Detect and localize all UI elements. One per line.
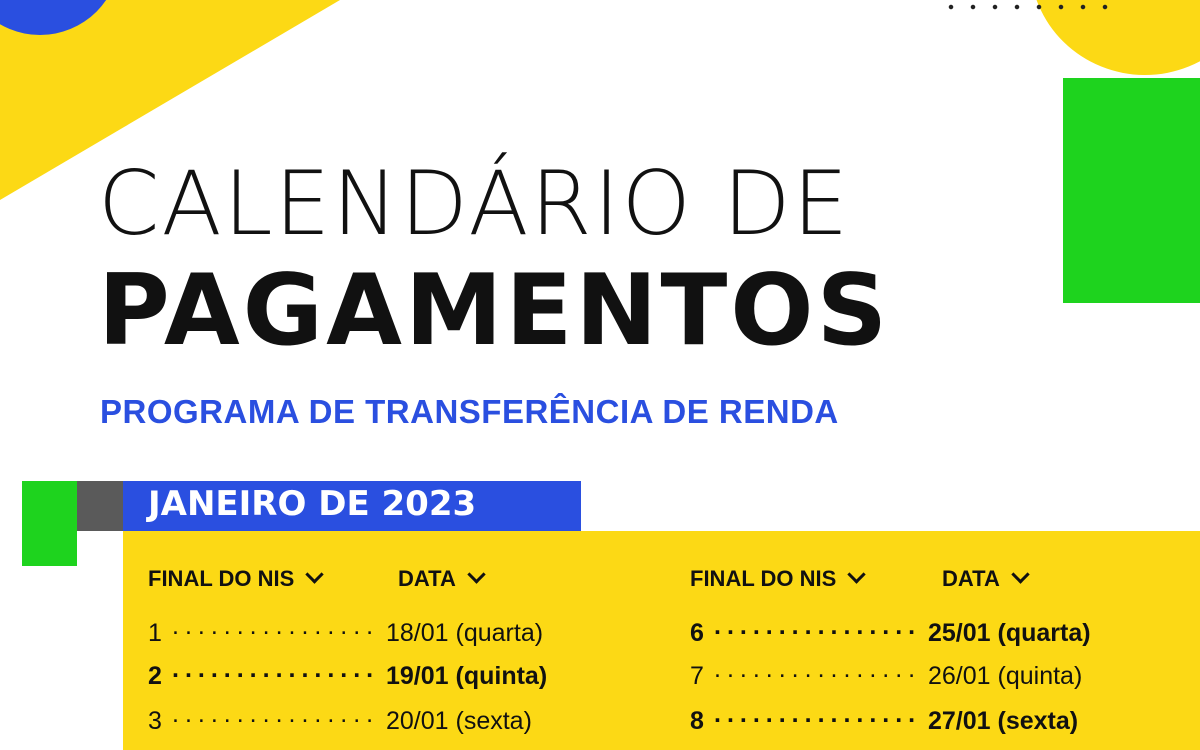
header-label: DATA (942, 566, 1000, 591)
payment-date: 20/01 (sexta) (386, 707, 532, 735)
header-data-left[interactable]: DATA (398, 565, 486, 592)
grey-strip-decoration (77, 481, 123, 531)
chevron-down-icon (1011, 565, 1030, 584)
table-row: 8................ 27/01 (sexta) (690, 700, 1078, 740)
table-row: 6................ 25/01 (quarta) (690, 612, 1091, 652)
header-label: FINAL DO NIS (148, 566, 295, 591)
table-row: 3................ 20/01 (sexta) (148, 700, 532, 740)
chevron-down-icon (847, 565, 866, 584)
page-subtitle: PROGRAMA DE TRANSFERÊNCIA DE RENDA (100, 393, 839, 430)
payment-date: 19/01 (quinta) (386, 662, 548, 690)
payment-date: 27/01 (sexta) (928, 707, 1079, 735)
dot-leader: ................ (172, 612, 380, 640)
header-final-do-nis-right[interactable]: FINAL DO NIS (690, 565, 866, 592)
month-banner (123, 481, 581, 531)
nis-final-digit: 7 (690, 662, 704, 690)
header-label: DATA (398, 566, 456, 591)
dot-leader: ................ (714, 700, 922, 728)
nis-final-digit: 3 (148, 707, 162, 735)
nis-final-digit: 1 (148, 619, 162, 647)
payment-date: 25/01 (quarta) (928, 619, 1091, 647)
chevron-down-icon (305, 565, 324, 584)
green-rectangle-decoration (1063, 78, 1200, 303)
dot-row-decoration (940, 2, 1120, 12)
green-square-decoration (22, 481, 77, 566)
page-title-line1: CALENDÁRIO DE (98, 152, 851, 255)
month-label: JANEIRO DE 2023 (148, 484, 477, 524)
nis-final-digit: 2 (148, 662, 162, 690)
header-label: FINAL DO NIS (690, 566, 837, 591)
nis-final-digit: 8 (690, 707, 704, 735)
table-row: 2................ 19/01 (quinta) (148, 655, 547, 695)
chevron-down-icon (467, 565, 486, 584)
page-title-line2: PAGAMENTOS (98, 254, 891, 368)
nis-final-digit: 6 (690, 619, 704, 647)
dot-leader: ................ (714, 655, 922, 683)
header-data-right[interactable]: DATA (942, 565, 1030, 592)
payment-date: 18/01 (quarta) (386, 619, 544, 647)
payment-date: 26/01 (quinta) (928, 662, 1083, 690)
dot-leader: ................ (172, 700, 380, 728)
dot-leader: ................ (172, 655, 380, 683)
header-final-do-nis-left[interactable]: FINAL DO NIS (148, 565, 324, 592)
table-row: 1................ 18/01 (quarta) (148, 612, 543, 652)
dot-leader: ................ (714, 612, 922, 640)
schedule-table (123, 531, 1200, 750)
table-row: 7................ 26/01 (quinta) (690, 655, 1082, 695)
